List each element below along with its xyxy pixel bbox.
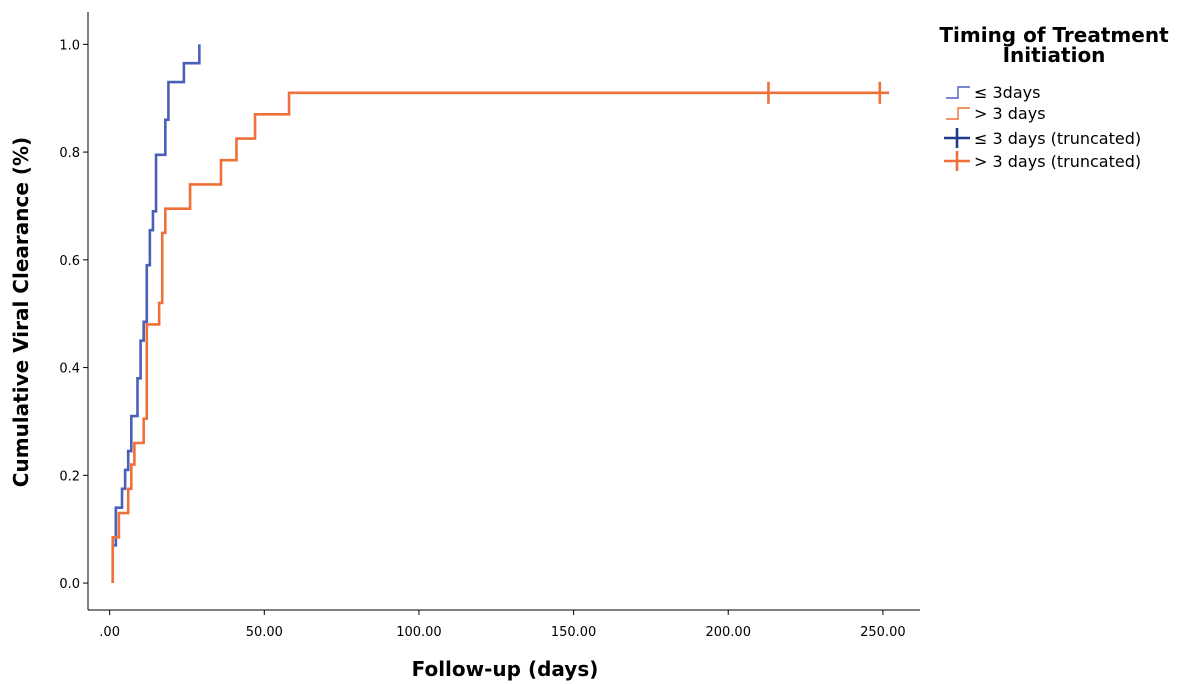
legend-title: Timing of Treatment Initiation <box>939 23 1169 67</box>
series-layer <box>111 44 890 584</box>
legend-title-line: Timing of Treatment <box>939 23 1169 47</box>
y-tick-label: 0.0 <box>59 577 80 592</box>
y-tick-label: 0.4 <box>59 362 80 377</box>
series-line-1 <box>111 44 201 584</box>
legend: Timing of Treatment Initiation ≤ 3days > 3 … <box>939 23 1169 171</box>
legend-swatch-2 <box>946 107 970 120</box>
x-tick-label: 200.00 <box>705 625 751 640</box>
legend-entry-1: ≤ 3days <box>974 83 1040 102</box>
x-tick-label: 50.00 <box>246 625 283 640</box>
x-tick-label: .00 <box>99 625 120 640</box>
legend-swatch-1 <box>946 86 970 99</box>
series-line-2 <box>111 91 890 584</box>
legend-entry-3: ≤ 3 days (truncated) <box>974 129 1141 148</box>
x-tick-label: 250.00 <box>860 625 906 640</box>
y-axis-title: Cumulative Viral Clearance (%) <box>9 137 33 487</box>
legend-title-line: Initiation <box>1003 43 1106 67</box>
legend-entry-4: > 3 days (truncated) <box>974 152 1141 171</box>
legend-entry-2: > 3 days <box>974 104 1046 123</box>
axes: 0.0 0.2 0.4 0.6 0.8 1.0 .00 50.00 100.00 150.00 20… <box>59 12 920 640</box>
y-tick-label: 0.6 <box>59 254 80 269</box>
x-tick-label: 100.00 <box>396 625 442 640</box>
x-tick-label: 150.00 <box>551 625 597 640</box>
y-tick-label: 1.0 <box>59 38 80 53</box>
y-tick-label: 0.8 <box>59 146 80 161</box>
x-axis-title: Follow-up (days) <box>412 657 599 681</box>
y-tick-label: 0.2 <box>59 469 80 484</box>
